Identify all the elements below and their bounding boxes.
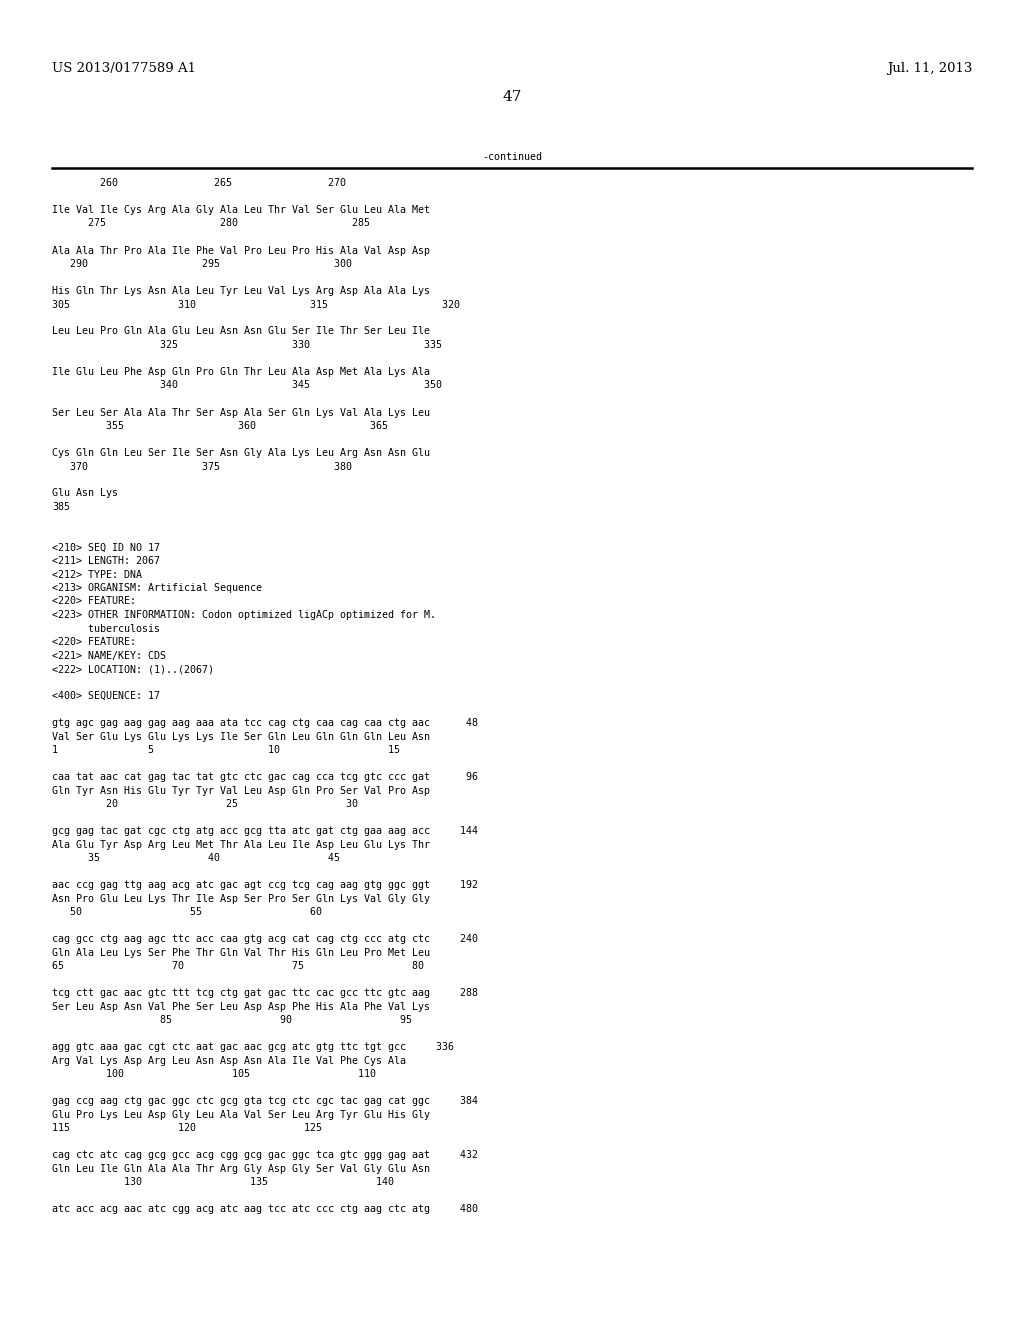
Text: cag gcc ctg aag agc ttc acc caa gtg acg cat cag ctg ccc atg ctc     240: cag gcc ctg aag agc ttc acc caa gtg acg … [52, 935, 478, 944]
Text: gtg agc gag aag gag aag aaa ata tcc cag ctg caa cag caa ctg aac      48: gtg agc gag aag gag aag aaa ata tcc cag … [52, 718, 478, 729]
Text: Gln Ala Leu Lys Ser Phe Thr Gln Val Thr His Gln Leu Pro Met Leu: Gln Ala Leu Lys Ser Phe Thr Gln Val Thr … [52, 948, 430, 957]
Text: 115                  120                  125: 115 120 125 [52, 1123, 322, 1133]
Text: <221> NAME/KEY: CDS: <221> NAME/KEY: CDS [52, 651, 166, 660]
Text: Gln Tyr Asn His Glu Tyr Tyr Val Leu Asp Gln Pro Ser Val Pro Asp: Gln Tyr Asn His Glu Tyr Tyr Val Leu Asp … [52, 785, 430, 796]
Text: 275                   280                   285: 275 280 285 [52, 219, 370, 228]
Text: 130                  135                  140: 130 135 140 [52, 1177, 394, 1187]
Text: 305                  310                   315                   320: 305 310 315 320 [52, 300, 460, 309]
Text: US 2013/0177589 A1: US 2013/0177589 A1 [52, 62, 196, 75]
Text: 260                265                270: 260 265 270 [52, 178, 346, 187]
Text: 100                  105                  110: 100 105 110 [52, 1069, 376, 1078]
Text: 47: 47 [503, 90, 521, 104]
Text: gcg gag tac gat cgc ctg atg acc gcg tta atc gat ctg gaa aag acc     144: gcg gag tac gat cgc ctg atg acc gcg tta … [52, 826, 478, 836]
Text: 85                  90                  95: 85 90 95 [52, 1015, 412, 1026]
Text: 1               5                   10                  15: 1 5 10 15 [52, 744, 400, 755]
Text: gag ccg aag ctg gac ggc ctc gcg gta tcg ctc cgc tac gag cat ggc     384: gag ccg aag ctg gac ggc ctc gcg gta tcg … [52, 1096, 478, 1106]
Text: Jul. 11, 2013: Jul. 11, 2013 [887, 62, 972, 75]
Text: aac ccg gag ttg aag acg atc gac agt ccg tcg cag aag gtg ggc ggt     192: aac ccg gag ttg aag acg atc gac agt ccg … [52, 880, 478, 890]
Text: Ser Leu Ser Ala Ala Thr Ser Asp Ala Ser Gln Lys Val Ala Lys Leu: Ser Leu Ser Ala Ala Thr Ser Asp Ala Ser … [52, 408, 430, 417]
Text: <212> TYPE: DNA: <212> TYPE: DNA [52, 569, 142, 579]
Text: Cys Gln Gln Leu Ser Ile Ser Asn Gly Ala Lys Leu Arg Asn Asn Glu: Cys Gln Gln Leu Ser Ile Ser Asn Gly Ala … [52, 447, 430, 458]
Text: Ala Ala Thr Pro Ala Ile Phe Val Pro Leu Pro His Ala Val Asp Asp: Ala Ala Thr Pro Ala Ile Phe Val Pro Leu … [52, 246, 430, 256]
Text: agg gtc aaa gac cgt ctc aat gac aac gcg atc gtg ttc tgt gcc     336: agg gtc aaa gac cgt ctc aat gac aac gcg … [52, 1041, 454, 1052]
Text: 385: 385 [52, 502, 70, 512]
Text: Glu Pro Lys Leu Asp Gly Leu Ala Val Ser Leu Arg Tyr Glu His Gly: Glu Pro Lys Leu Asp Gly Leu Ala Val Ser … [52, 1110, 430, 1119]
Text: 35                  40                  45: 35 40 45 [52, 853, 340, 863]
Text: Ile Glu Leu Phe Asp Gln Pro Gln Thr Leu Ala Asp Met Ala Lys Ala: Ile Glu Leu Phe Asp Gln Pro Gln Thr Leu … [52, 367, 430, 378]
Text: Ala Glu Tyr Asp Arg Leu Met Thr Ala Leu Ile Asp Leu Glu Lys Thr: Ala Glu Tyr Asp Arg Leu Met Thr Ala Leu … [52, 840, 430, 850]
Text: 340                   345                   350: 340 345 350 [52, 380, 442, 391]
Text: 325                   330                   335: 325 330 335 [52, 341, 442, 350]
Text: <210> SEQ ID NO 17: <210> SEQ ID NO 17 [52, 543, 160, 553]
Text: Val Ser Glu Lys Glu Lys Lys Ile Ser Gln Leu Gln Gln Gln Leu Asn: Val Ser Glu Lys Glu Lys Lys Ile Ser Gln … [52, 731, 430, 742]
Text: <222> LOCATION: (1)..(2067): <222> LOCATION: (1)..(2067) [52, 664, 214, 675]
Text: <223> OTHER INFORMATION: Codon optimized ligACp optimized for M.: <223> OTHER INFORMATION: Codon optimized… [52, 610, 436, 620]
Text: 370                   375                   380: 370 375 380 [52, 462, 352, 471]
Text: <211> LENGTH: 2067: <211> LENGTH: 2067 [52, 556, 160, 566]
Text: tcg ctt gac aac gtc ttt tcg ctg gat gac ttc cac gcc ttc gtc aag     288: tcg ctt gac aac gtc ttt tcg ctg gat gac … [52, 987, 478, 998]
Text: <220> FEATURE:: <220> FEATURE: [52, 638, 136, 647]
Text: Gln Leu Ile Gln Ala Ala Thr Arg Gly Asp Gly Ser Val Gly Glu Asn: Gln Leu Ile Gln Ala Ala Thr Arg Gly Asp … [52, 1163, 430, 1173]
Text: cag ctc atc cag gcg gcc acg cgg gcg gac ggc tca gtc ggg gag aat     432: cag ctc atc cag gcg gcc acg cgg gcg gac … [52, 1150, 478, 1160]
Text: His Gln Thr Lys Asn Ala Leu Tyr Leu Val Lys Arg Asp Ala Ala Lys: His Gln Thr Lys Asn Ala Leu Tyr Leu Val … [52, 286, 430, 296]
Text: Leu Leu Pro Gln Ala Glu Leu Asn Asn Glu Ser Ile Thr Ser Leu Ile: Leu Leu Pro Gln Ala Glu Leu Asn Asn Glu … [52, 326, 430, 337]
Text: Ser Leu Asp Asn Val Phe Ser Leu Asp Asp Phe His Ala Phe Val Lys: Ser Leu Asp Asn Val Phe Ser Leu Asp Asp … [52, 1002, 430, 1011]
Text: Asn Pro Glu Leu Lys Thr Ile Asp Ser Pro Ser Gln Lys Val Gly Gly: Asn Pro Glu Leu Lys Thr Ile Asp Ser Pro … [52, 894, 430, 903]
Text: -continued: -continued [482, 152, 542, 162]
Text: <400> SEQUENCE: 17: <400> SEQUENCE: 17 [52, 690, 160, 701]
Text: 290                   295                   300: 290 295 300 [52, 259, 352, 269]
Text: 65                  70                  75                  80: 65 70 75 80 [52, 961, 424, 972]
Text: tuberculosis: tuberculosis [52, 623, 160, 634]
Text: 355                   360                   365: 355 360 365 [52, 421, 388, 432]
Text: <220> FEATURE:: <220> FEATURE: [52, 597, 136, 606]
Text: <213> ORGANISM: Artificial Sequence: <213> ORGANISM: Artificial Sequence [52, 583, 262, 593]
Text: 20                  25                  30: 20 25 30 [52, 799, 358, 809]
Text: 50                  55                  60: 50 55 60 [52, 907, 322, 917]
Text: caa tat aac cat gag tac tat gtc ctc gac cag cca tcg gtc ccc gat      96: caa tat aac cat gag tac tat gtc ctc gac … [52, 772, 478, 781]
Text: atc acc acg aac atc cgg acg atc aag tcc atc ccc ctg aag ctc atg     480: atc acc acg aac atc cgg acg atc aag tcc … [52, 1204, 478, 1214]
Text: Ile Val Ile Cys Arg Ala Gly Ala Leu Thr Val Ser Glu Leu Ala Met: Ile Val Ile Cys Arg Ala Gly Ala Leu Thr … [52, 205, 430, 215]
Text: Arg Val Lys Asp Arg Leu Asn Asp Asn Ala Ile Val Phe Cys Ala: Arg Val Lys Asp Arg Leu Asn Asp Asn Ala … [52, 1056, 406, 1065]
Text: Glu Asn Lys: Glu Asn Lys [52, 488, 118, 499]
